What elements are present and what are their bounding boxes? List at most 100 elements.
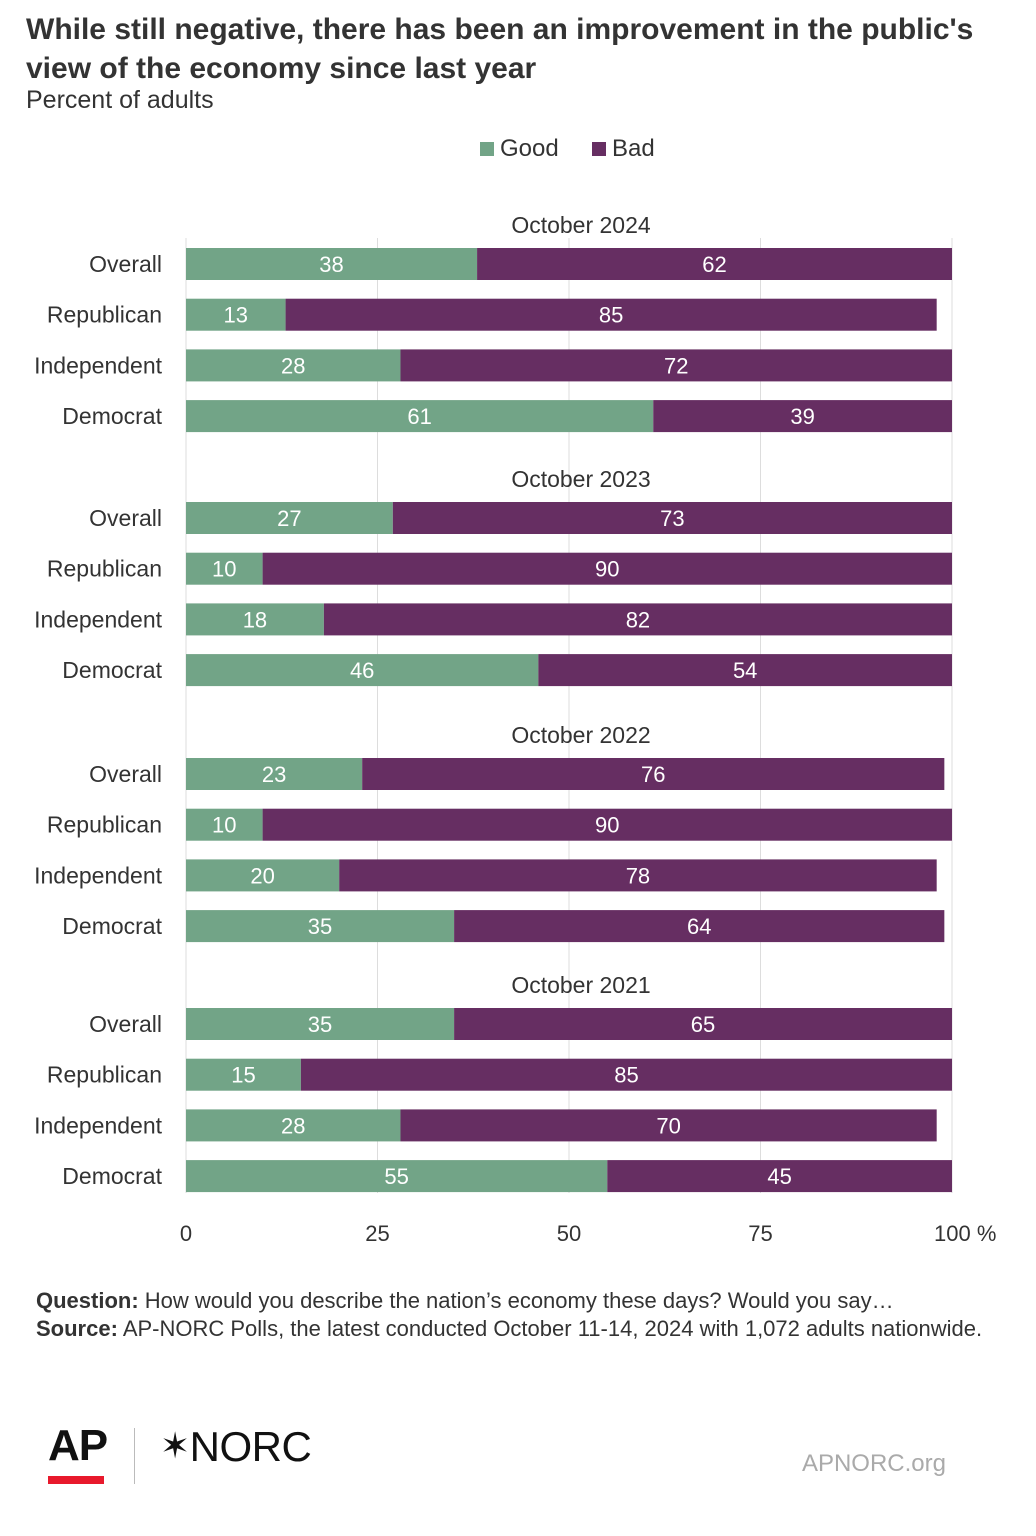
bar-bad	[454, 1008, 952, 1040]
x-tick-label: 100 %	[934, 1221, 996, 1246]
bar-good	[186, 1109, 401, 1142]
category-label: Overall	[89, 761, 162, 787]
bar-chart: 0 25 50 75 100 % October 2024 Overall 38 62 Repub…	[34, 212, 996, 1246]
data-label-good: 46	[350, 658, 374, 683]
norc-star-icon: ✶	[160, 1425, 190, 1466]
chart-subtitle: Percent of adults	[26, 86, 214, 114]
data-label-bad: 73	[660, 506, 684, 531]
data-label-good: 61	[407, 404, 431, 429]
bar-bad	[300, 1058, 952, 1091]
bar-bad	[653, 400, 952, 433]
data-label-good: 15	[231, 1063, 255, 1088]
category-label: Democrat	[62, 913, 162, 939]
data-label-bad: 90	[595, 557, 619, 582]
category-label: Democrat	[62, 1163, 162, 1189]
group-label: October 2024	[511, 212, 651, 238]
bar-bad	[538, 654, 952, 687]
group-label: October 2021	[511, 972, 650, 998]
bar-bad	[362, 758, 945, 790]
data-label-bad: 78	[626, 863, 650, 888]
x-tick-label: 25	[365, 1221, 389, 1246]
bar-bad	[400, 349, 953, 382]
data-label-good: 35	[308, 1012, 332, 1037]
bar-good	[186, 1058, 301, 1091]
x-tick-label: 75	[748, 1221, 772, 1246]
category-label: Independent	[34, 1112, 163, 1138]
bar-good	[186, 502, 393, 534]
chart-notes: Question: How would you describe the nat…	[36, 1287, 996, 1343]
site-url: APNORC.org	[801, 1450, 946, 1477]
bar-bad	[262, 552, 953, 585]
category-label: Democrat	[62, 657, 162, 683]
data-label-good: 13	[224, 303, 248, 328]
data-label-good: 23	[262, 762, 286, 787]
data-label-bad: 65	[691, 1012, 715, 1037]
data-label-bad: 85	[614, 1063, 638, 1088]
data-label-good: 27	[277, 506, 301, 531]
x-tick-label: 50	[557, 1221, 581, 1246]
data-label-bad: 54	[733, 658, 757, 683]
x-tick-label: 0	[180, 1221, 192, 1246]
bar-good	[186, 603, 324, 636]
category-label: Republican	[47, 556, 162, 582]
category-label: Democrat	[62, 403, 162, 429]
bar-bad	[400, 1109, 937, 1142]
data-label-good: 28	[281, 353, 305, 378]
group-label: October 2022	[511, 722, 650, 748]
norc-logo-text: NORC	[189, 1423, 312, 1470]
group-label: October 2023	[511, 466, 650, 492]
bar-good	[186, 298, 286, 331]
data-label-bad: 62	[702, 252, 726, 277]
ap-logo-underline	[48, 1476, 104, 1484]
category-label: Overall	[89, 1011, 162, 1037]
bar-bad	[477, 248, 952, 280]
data-label-bad: 90	[595, 813, 619, 838]
bar-good	[186, 1008, 455, 1040]
legend-item-bad: Bad	[592, 134, 655, 164]
legend-item-good: Good	[480, 134, 559, 164]
bar-good	[186, 910, 455, 943]
category-label: Overall	[89, 251, 162, 277]
chart-title: While still negative, there has been an …	[26, 13, 974, 85]
bar-good	[186, 859, 340, 892]
legend-label-good: Good	[500, 135, 559, 162]
logo-divider	[134, 1428, 135, 1484]
bar-good	[186, 808, 263, 841]
data-label-good: 10	[212, 557, 236, 582]
data-label-good: 20	[250, 863, 274, 888]
category-label: Republican	[47, 1062, 162, 1088]
category-label: Republican	[47, 302, 162, 328]
bar-bad	[454, 910, 945, 943]
bar-good	[186, 248, 478, 280]
data-label-good: 10	[212, 813, 236, 838]
data-label-good: 55	[384, 1164, 408, 1189]
data-label-good: 35	[308, 914, 332, 939]
category-label: Independent	[34, 862, 163, 888]
data-label-good: 38	[319, 252, 343, 277]
data-label-bad: 64	[687, 914, 711, 939]
bar-good	[186, 400, 654, 433]
bar-bad	[607, 1160, 952, 1193]
bar-good	[186, 1160, 608, 1193]
bar-bad	[285, 298, 937, 331]
bar-good	[186, 349, 401, 382]
data-label-bad: 72	[664, 353, 688, 378]
bar-bad	[262, 808, 953, 841]
source-text: AP-NORC Polls, the latest conducted Octo…	[117, 1316, 983, 1341]
question-text: How would you describe the nation’s econ…	[138, 1288, 894, 1313]
legend-swatch-good	[480, 142, 494, 156]
bar-bad	[392, 502, 952, 534]
data-label-bad: 39	[790, 404, 814, 429]
legend-label-bad: Bad	[612, 135, 655, 162]
source-label: Source:	[36, 1316, 118, 1341]
legend-swatch-bad	[592, 142, 606, 156]
data-label-bad: 76	[641, 762, 665, 787]
bar-bad	[323, 603, 952, 636]
data-label-bad: 45	[767, 1164, 791, 1189]
bar-good	[186, 552, 263, 585]
category-label: Independent	[34, 352, 163, 378]
ap-logo: AP	[48, 1421, 108, 1470]
question-label: Question:	[36, 1288, 139, 1313]
bar-good	[186, 758, 363, 790]
chart-legend: Good Bad	[0, 134, 1036, 164]
